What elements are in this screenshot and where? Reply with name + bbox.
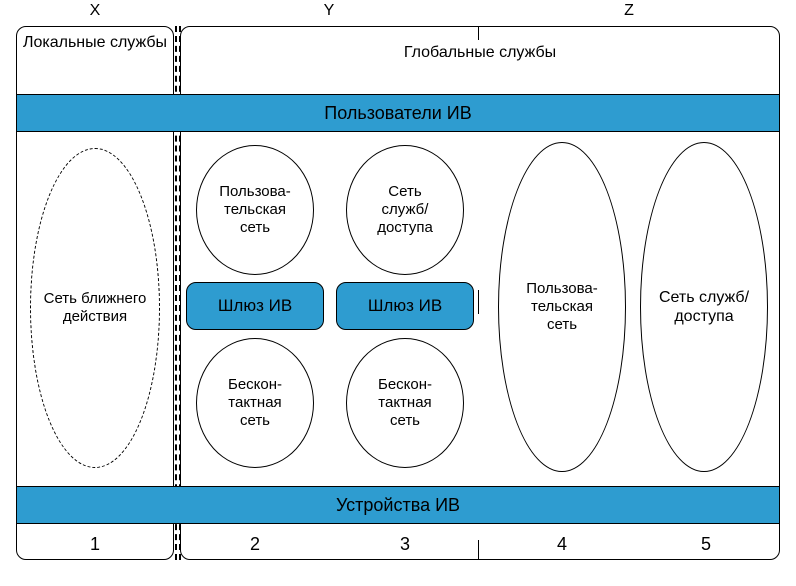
yz-tick-top [478,26,479,40]
ellipse-service-net-big: Сеть служб/ доступа [640,142,768,472]
band-devices-label: Устройства ИВ [17,495,779,516]
ellipse-user-net-small-1-label: Пользова- тельская сеть [219,183,291,237]
ellipse-near-field: Сеть ближнего действия [30,148,160,468]
gateway-1-label: Шлюз ИВ [218,296,292,316]
yz-tick-mid [478,290,479,314]
ellipse-contactless-1-label: Бескон- тактная сеть [228,376,282,430]
ellipse-user-net-small-1: Пользова- тельская сеть [196,145,314,275]
col-label-y: Y [180,2,478,20]
diagram-canvas: X Y Z Локальные службы Глобальные службы… [0,0,796,586]
header-global-services: Глобальные службы [180,44,780,62]
band-users: Пользователи ИВ [16,94,780,132]
col-label-x: X [16,2,174,20]
ellipse-user-net-big-label: Пользова- тельская сеть [526,280,598,334]
ellipse-service-net-big-label: Сеть служб/ доступа [659,288,749,326]
num-1: 1 [16,534,174,555]
band-devices: Устройства ИВ [16,486,780,524]
gateway-1: Шлюз ИВ [186,282,324,330]
ellipse-contactless-2: Бескон- тактная сеть [346,338,464,468]
ellipse-user-net-big: Пользова- тельская сеть [498,142,626,472]
ellipse-service-net-small-label: Сеть служб/ доступа [377,183,433,237]
ellipse-contactless-1: Бескон- тактная сеть [196,338,314,468]
yz-tick-bot [478,540,479,560]
band-users-label: Пользователи ИВ [17,103,779,124]
ellipse-contactless-2-label: Бескон- тактная сеть [378,376,432,430]
num-5: 5 [634,534,778,555]
gateway-2: Шлюз ИВ [336,282,474,330]
num-3: 3 [336,534,474,555]
ellipse-near-field-label: Сеть ближнего действия [31,290,159,326]
header-local-services: Локальные службы [16,34,174,52]
gateway-2-label: Шлюз ИВ [368,296,442,316]
col-label-z: Z [478,2,780,20]
num-2: 2 [186,534,324,555]
num-4: 4 [490,534,634,555]
ellipse-service-net-small: Сеть служб/ доступа [346,145,464,275]
